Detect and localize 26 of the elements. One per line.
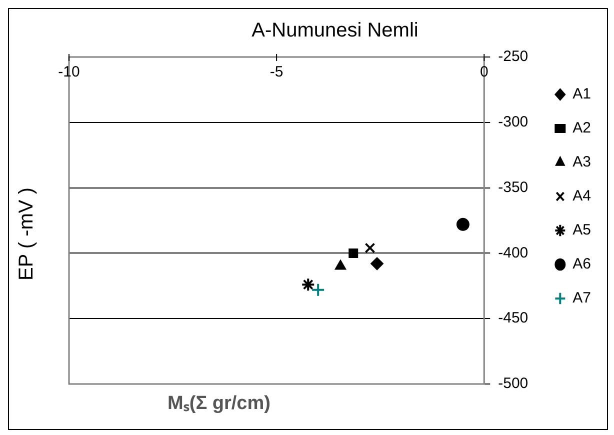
x-axis-title: Mₛ(Σ gr/cm) [168, 393, 270, 414]
point [311, 282, 326, 297]
legend-label: A3 [572, 154, 592, 171]
legend-label: A4 [572, 188, 592, 205]
point [364, 242, 376, 254]
x-tick-label: -5 [270, 64, 284, 81]
x-tick-label: 0 [480, 64, 488, 81]
point [301, 278, 316, 292]
y-tick-label: -300 [498, 114, 528, 131]
legend-label: A2 [572, 120, 592, 137]
y-tick-label: -350 [498, 178, 528, 196]
point [348, 248, 358, 258]
chart-title: A-Numunesi Nemli [252, 20, 418, 42]
point [334, 260, 346, 270]
legend-label: A5 [572, 222, 592, 239]
y-tick-label: -250 [498, 48, 528, 66]
legend-label: A6 [572, 256, 592, 273]
y-tick-label: -400 [498, 244, 528, 262]
y-tick-label: -500 [498, 375, 528, 392]
point [370, 257, 384, 270]
point [456, 218, 470, 231]
legend-label: A1 [572, 86, 592, 103]
x-tick-label: -10 [58, 64, 80, 81]
legend-label: A7 [572, 290, 592, 307]
y-axis-title: EP ( -mV ) [16, 188, 38, 280]
y-tick-label: -450 [498, 310, 528, 327]
